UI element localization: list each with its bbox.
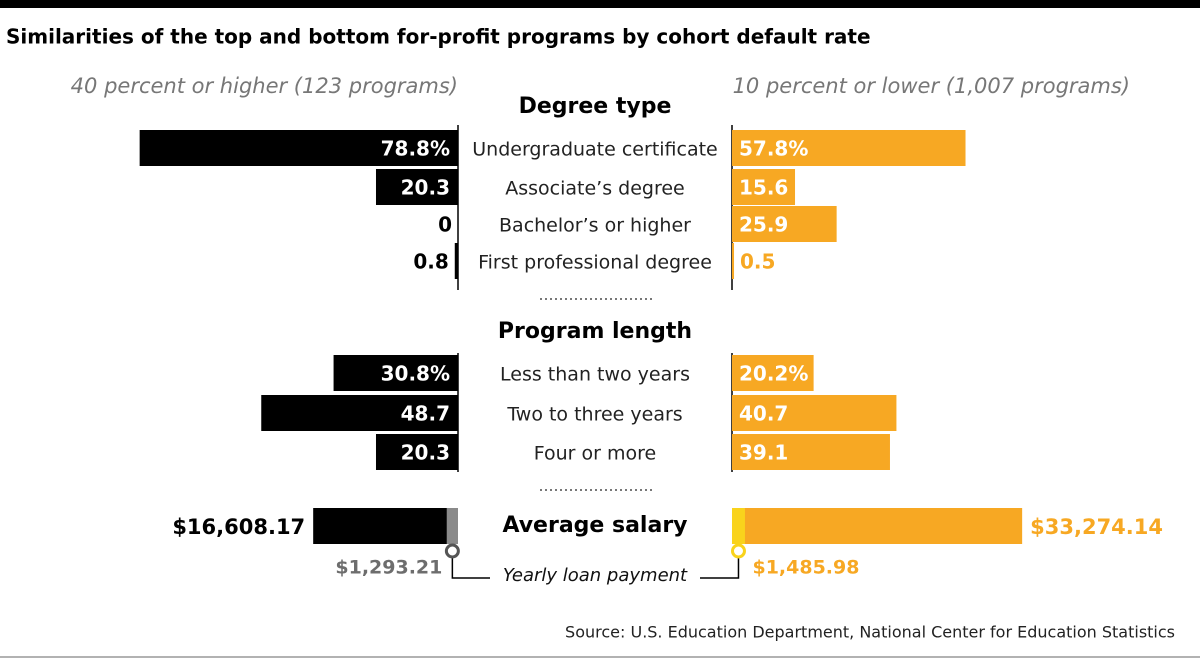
category-label: Two to three years <box>506 404 682 426</box>
bar <box>261 395 458 431</box>
group-title: Average salary <box>502 513 687 538</box>
category-label: Less than two years <box>500 364 690 386</box>
value-label: 57.8% <box>739 137 808 161</box>
loan-label: $1,293.21 <box>335 557 442 579</box>
value-label: 15.6 <box>739 176 788 200</box>
connector <box>700 556 740 579</box>
top-rule <box>0 0 1200 8</box>
value-label: 25.9 <box>739 213 788 237</box>
value-label: 0 <box>438 213 452 237</box>
value-label: 0.5 <box>740 250 775 274</box>
loan-title: Yearly loan payment <box>503 565 688 586</box>
value-label: 48.7 <box>401 402 450 426</box>
source: Source: U.S. Education Department, Natio… <box>565 623 1175 642</box>
bar <box>732 243 735 279</box>
bar <box>333 355 458 391</box>
connector <box>451 556 490 579</box>
bar <box>732 395 897 431</box>
value-label: 0.8 <box>413 250 448 274</box>
bar <box>732 206 837 242</box>
category-label: First professional degree <box>478 252 712 274</box>
category-label: Associate’s degree <box>505 178 685 200</box>
loan-bar <box>732 508 745 544</box>
bar <box>454 243 458 279</box>
bar <box>732 169 796 205</box>
loan-bar <box>446 508 458 544</box>
value-label: 39.1 <box>739 441 788 465</box>
loan-label: $1,485.98 <box>752 557 859 579</box>
value-label: 30.8% <box>381 362 450 386</box>
bar <box>732 355 814 391</box>
salary-bar <box>313 508 458 544</box>
loan-marker <box>730 543 746 559</box>
value-label: 20.3 <box>401 441 450 465</box>
bar <box>375 169 458 205</box>
bar <box>375 434 458 470</box>
salary-label: $33,274.14 <box>1030 515 1163 539</box>
bar <box>732 434 890 470</box>
group-title: Degree type <box>519 94 672 119</box>
value-label: 20.2% <box>739 362 808 386</box>
bar <box>732 130 966 166</box>
chart-title: Similarities of the top and bottom for-p… <box>6 25 871 49</box>
loan-marker <box>444 543 460 559</box>
left-header: 40 percent or higher (123 programs) <box>71 74 458 98</box>
value-label: 40.7 <box>739 402 788 426</box>
salary-bar <box>732 508 1023 544</box>
right-header: 10 percent or lower (1,007 programs) <box>733 74 1130 98</box>
group-title: Program length <box>498 319 692 344</box>
salary-label: $16,608.17 <box>172 515 305 539</box>
value-label: 20.3 <box>401 176 450 200</box>
category-label: Four or more <box>534 443 656 465</box>
value-label: 78.8% <box>381 137 450 161</box>
bar <box>139 130 458 166</box>
category-label: Undergraduate certificate <box>472 139 718 161</box>
category-label: Bachelor’s or higher <box>499 215 691 237</box>
